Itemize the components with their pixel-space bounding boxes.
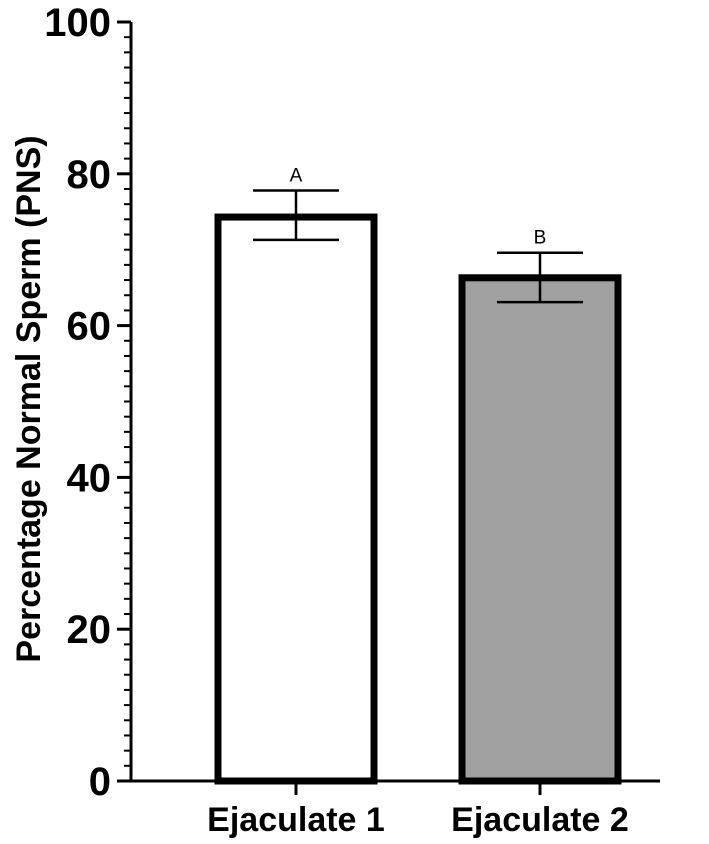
y-tick-label: 0 bbox=[89, 760, 111, 804]
bar-1 bbox=[214, 213, 378, 785]
bars bbox=[214, 213, 622, 785]
significance-label: A bbox=[290, 165, 303, 186]
y-tick-label: 100 bbox=[44, 1, 111, 45]
labels: A B Ejaculate 1 Ejaculate 2 bbox=[207, 165, 629, 839]
y-axis-title: Percentage Normal Sperm (PNS) bbox=[10, 135, 48, 662]
y-tick-label: 60 bbox=[67, 305, 112, 349]
significance-label: B bbox=[534, 228, 547, 249]
bar-2 bbox=[458, 274, 622, 785]
y-tick-label: 40 bbox=[67, 456, 112, 500]
x-category-label: Ejaculate 2 bbox=[451, 801, 629, 839]
y-tick-label: 20 bbox=[67, 608, 112, 652]
error-bars bbox=[253, 189, 583, 304]
y-tick-label: 80 bbox=[67, 153, 112, 197]
x-category-label: Ejaculate 1 bbox=[207, 801, 385, 839]
